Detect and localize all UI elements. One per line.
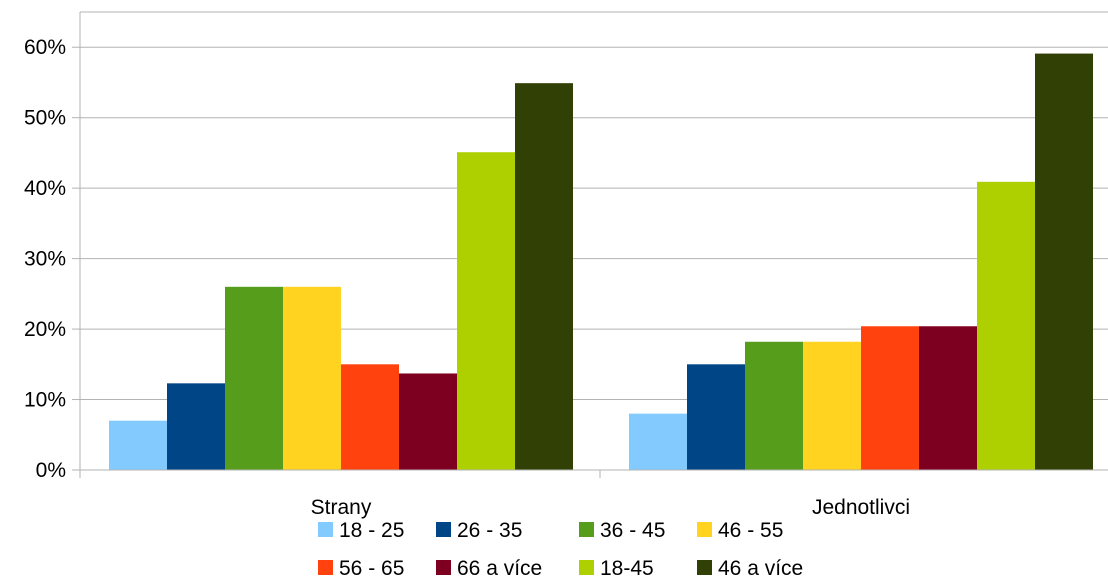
legend-label: 56 - 65 <box>339 557 404 580</box>
x-category-label: Jednotlivci <box>812 496 910 519</box>
legend-swatch <box>579 522 594 537</box>
bar <box>167 383 225 470</box>
bar <box>919 326 977 470</box>
bar <box>399 373 457 470</box>
bar <box>977 181 1035 470</box>
legend-label: 46 a více <box>718 557 803 580</box>
legend-swatch <box>436 560 451 575</box>
legend-swatch <box>318 522 333 537</box>
bar <box>283 286 341 470</box>
x-category-label: Strany <box>311 496 372 519</box>
legend-swatch <box>697 522 712 537</box>
bar <box>1035 53 1093 471</box>
bar <box>515 83 573 471</box>
y-tick-label: 20% <box>24 318 66 341</box>
axes <box>72 11 1108 478</box>
bar <box>629 413 687 470</box>
y-tick-label: 40% <box>24 177 66 200</box>
y-tick-label: 10% <box>24 389 66 412</box>
y-tick-label: 30% <box>24 248 66 271</box>
bar <box>341 364 399 470</box>
bar <box>745 341 803 470</box>
legend: 18 - 25 26 - 35 36 - 45 46 - 55 56 - 65 66 a … <box>318 519 803 580</box>
y-tick-label: 50% <box>24 107 66 130</box>
legend-label: 66 a více <box>457 557 542 580</box>
bar <box>687 364 745 470</box>
y-tick-label: 60% <box>24 36 66 59</box>
bars <box>109 53 1093 471</box>
y-axis-tick-labels: 0% 10% 20% 30% 40% 50% 60% <box>24 36 66 482</box>
legend-swatch <box>318 560 333 575</box>
legend-swatch <box>697 560 712 575</box>
x-axis-category-labels: Strany Jednotlivci <box>311 496 910 519</box>
legend-label: 18 - 25 <box>339 519 404 542</box>
bar <box>109 420 167 470</box>
legend-label: 26 - 35 <box>457 519 522 542</box>
bar <box>803 341 861 470</box>
bar <box>225 286 283 470</box>
legend-swatch <box>436 522 451 537</box>
legend-swatch <box>579 560 594 575</box>
y-tick-label: 0% <box>36 459 66 482</box>
legend-label: 46 - 55 <box>718 519 783 542</box>
bar <box>457 152 515 471</box>
legend-label: 18-45 <box>600 557 654 580</box>
legend-label: 36 - 45 <box>600 519 665 542</box>
bar <box>861 326 919 470</box>
